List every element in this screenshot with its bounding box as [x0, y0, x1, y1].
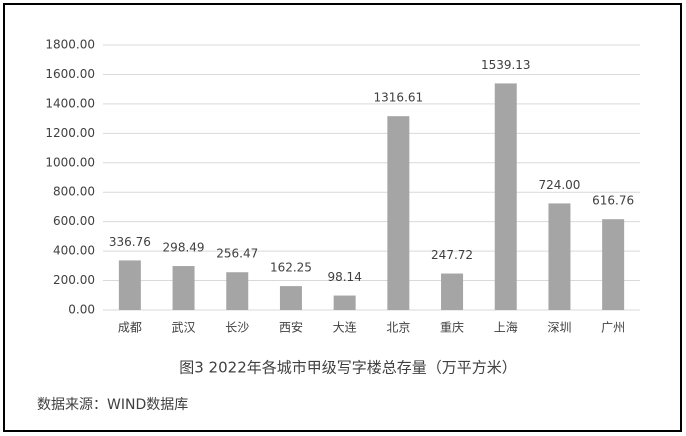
bar [602, 219, 625, 310]
x-tick-label: 成都 [118, 321, 142, 335]
y-tick-label: 0.00 [68, 303, 95, 317]
bar [279, 286, 302, 310]
chart-title: 图3 2022年各城市甲级写字楼总存量（万平方米） [179, 359, 517, 377]
x-tick-label: 大连 [333, 320, 357, 335]
data-label: 256.47 [216, 247, 258, 261]
bar [333, 295, 356, 310]
x-tick-label: 上海 [494, 320, 518, 335]
bar [441, 273, 464, 310]
x-tick-label: 武汉 [172, 321, 196, 335]
bar [226, 272, 249, 310]
data-label: 298.49 [163, 241, 205, 255]
y-tick-label: 1000.00 [45, 155, 95, 169]
bar [548, 203, 571, 310]
bar [118, 260, 141, 310]
y-tick-label: 600.00 [53, 214, 95, 228]
source-note: 数据来源：WIND数据库 [37, 397, 188, 413]
bar [172, 266, 195, 310]
data-label: 247.72 [431, 248, 473, 262]
data-label: 336.76 [109, 235, 151, 249]
data-label: 724.00 [538, 178, 580, 192]
y-tick-label: 1200.00 [45, 126, 95, 140]
x-tick-label: 长沙 [225, 321, 249, 335]
data-label: 616.76 [592, 194, 634, 208]
y-tick-label: 200.00 [53, 273, 95, 287]
x-tick-label: 北京 [386, 321, 410, 335]
x-tick-label: 广州 [601, 321, 625, 335]
data-label: 1316.61 [374, 91, 424, 105]
x-tick-label: 深圳 [547, 321, 571, 335]
data-label: 162.25 [270, 261, 312, 275]
bar [387, 116, 410, 311]
y-tick-label: 1400.00 [45, 96, 95, 110]
y-tick-label: 400.00 [53, 244, 95, 258]
data-label: 1539.13 [481, 58, 531, 72]
y-tick-label: 1800.00 [45, 38, 95, 52]
x-tick-label: 重庆 [440, 321, 464, 335]
y-tick-label: 800.00 [53, 185, 95, 199]
bar [494, 83, 517, 311]
x-tick-label: 西安 [279, 320, 303, 335]
y-tick-label: 1600.00 [45, 67, 95, 81]
data-label: 98.14 [327, 270, 361, 284]
